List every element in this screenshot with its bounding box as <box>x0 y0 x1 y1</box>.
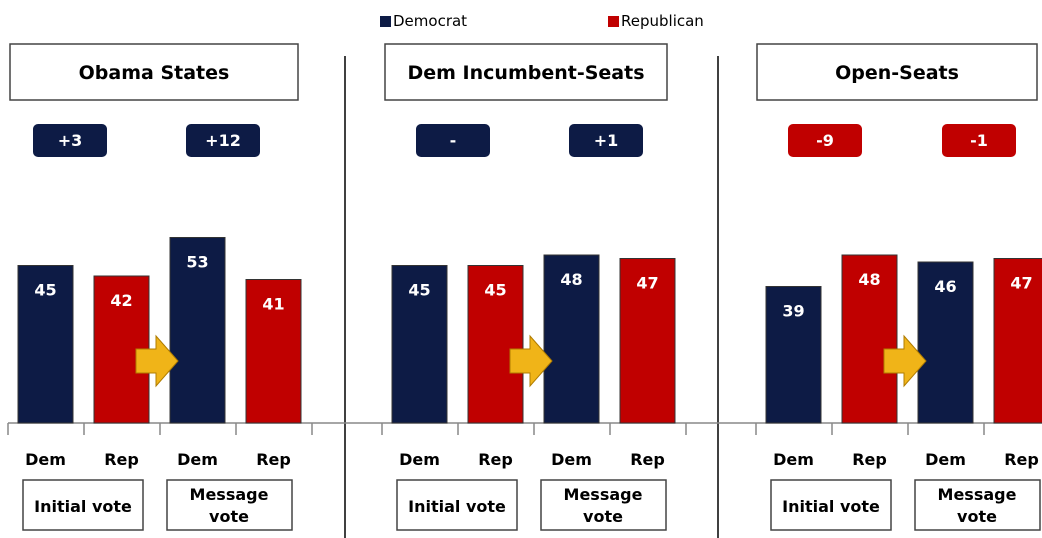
group-label: Initial vote <box>782 497 880 516</box>
margin-badge <box>33 124 107 157</box>
category-label: Dem <box>925 450 966 469</box>
bar-dem <box>169 237 226 424</box>
category-label: Rep <box>104 450 139 469</box>
category-label: Dem <box>177 450 218 469</box>
chart-panel-2: Dem Incumbent-Seats - +1 45 Dem 45 Rep 48 Dem 47 R… <box>381 43 687 531</box>
bar-value-label: 48 <box>560 270 582 289</box>
group-box <box>396 479 518 531</box>
bar-value-label: 45 <box>408 281 430 300</box>
legend-label-democrat: Democrat <box>393 12 468 30</box>
chart-title-box <box>756 43 1038 101</box>
chart-title: Obama States <box>79 62 230 84</box>
group-box <box>914 479 1041 531</box>
margin-badge <box>416 124 490 157</box>
bar-dem <box>543 254 600 424</box>
bar-value-label: 47 <box>636 274 658 293</box>
category-label: Dem <box>25 450 66 469</box>
category-label: Dem <box>773 450 814 469</box>
category-label: Dem <box>399 450 440 469</box>
margin-label: -1 <box>970 131 988 150</box>
chart-title-box <box>9 43 299 101</box>
bar-value-label: 46 <box>934 277 956 296</box>
group-label: Message vote <box>938 485 1017 526</box>
chart-panel-1: Obama States +3 +12 45 Dem 42 Rep 53 Dem 41 Rep Ini… <box>7 43 313 531</box>
bar-value-label: 41 <box>262 295 284 314</box>
bar-rep <box>245 279 302 424</box>
legend-item-democrat: Democrat <box>380 12 467 30</box>
bar-rep <box>841 254 898 424</box>
bar-value-label: 42 <box>110 291 132 310</box>
arrow-icon <box>883 334 927 388</box>
group-label: Initial vote <box>34 497 132 516</box>
margin-label: +12 <box>205 131 241 150</box>
bar-value-label: 45 <box>484 281 506 300</box>
category-label: Dem <box>551 450 592 469</box>
margin-label: +3 <box>58 131 83 150</box>
group-box <box>22 479 144 531</box>
bar-value-label: 47 <box>1010 274 1032 293</box>
chart-panel-3: Open-Seats -9 -1 39 Dem 48 Rep 46 Dem 47 Rep Initia… <box>755 43 1042 531</box>
group-label: Message vote <box>190 485 269 526</box>
margin-label: -9 <box>816 131 834 150</box>
group-label: Initial vote <box>408 497 506 516</box>
arrow-icon <box>135 334 179 388</box>
margin-label: - <box>450 131 457 150</box>
bar-value-label: 45 <box>34 281 56 300</box>
margin-badge <box>186 124 260 157</box>
legend-swatch-democrat <box>380 16 391 27</box>
bar-dem <box>17 265 74 424</box>
chart-title-box <box>384 43 668 101</box>
bar-dem <box>765 286 822 424</box>
chart-title: Dem Incumbent-Seats <box>407 62 644 84</box>
bar-dem <box>391 265 448 424</box>
category-label: Rep <box>256 450 291 469</box>
bar-rep <box>993 258 1042 424</box>
bar-rep <box>619 258 676 424</box>
category-label: Rep <box>1004 450 1039 469</box>
margin-badge <box>788 124 862 157</box>
bar-dem <box>917 261 974 424</box>
category-label: Rep <box>852 450 887 469</box>
margin-label: +1 <box>594 131 619 150</box>
category-label: Rep <box>630 450 665 469</box>
chart-title: Open-Seats <box>835 62 959 84</box>
bar-value-label: 53 <box>186 253 208 272</box>
category-label: Rep <box>478 450 513 469</box>
legend-swatch-republican <box>608 16 619 27</box>
group-box <box>770 479 892 531</box>
bar-rep <box>467 265 524 424</box>
group-box <box>540 479 667 531</box>
legend-item-republican: Republican <box>608 12 704 30</box>
bar-value-label: 48 <box>858 270 880 289</box>
bar-value-label: 39 <box>782 302 804 321</box>
arrow-icon <box>509 334 553 388</box>
margin-badge <box>569 124 643 157</box>
legend-label-republican: Republican <box>621 12 704 30</box>
group-box <box>166 479 293 531</box>
group-label: Message vote <box>564 485 643 526</box>
margin-badge <box>942 124 1016 157</box>
